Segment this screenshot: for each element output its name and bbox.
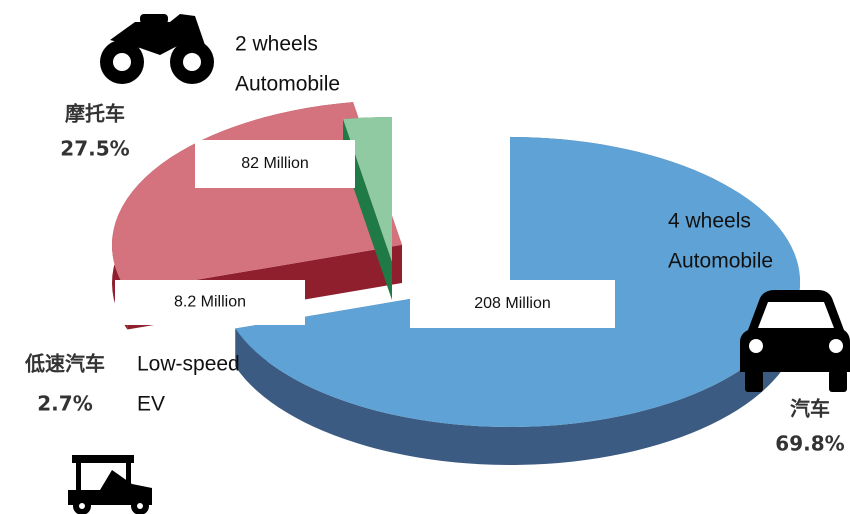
labels: 汽车 69.8% 4 wheels Automobile 208 Million 摩托车 2… xyxy=(24,33,845,456)
count-box xyxy=(410,280,615,328)
slice-side xyxy=(343,119,392,300)
category-label: 摩托车 xyxy=(65,102,125,126)
count-label: 8.2 Million xyxy=(174,294,246,311)
car-icon xyxy=(740,290,850,392)
cart-icon xyxy=(68,455,152,514)
percent-label: 27.5% xyxy=(60,137,129,161)
category-label: 汽车 xyxy=(790,397,830,421)
description: Automobile xyxy=(668,250,773,273)
motorcycle-icon xyxy=(100,14,214,84)
slice xyxy=(343,117,392,262)
description: 2 wheels xyxy=(235,33,318,56)
count-label: 208 Million xyxy=(474,295,550,312)
count-label: 82 Million xyxy=(241,155,309,172)
percent-label: 69.8% xyxy=(775,432,844,456)
count-box xyxy=(195,140,355,188)
count-box xyxy=(115,280,305,325)
description: 4 wheels xyxy=(668,210,751,233)
description: EV xyxy=(137,393,165,416)
category-label: 低速汽车 xyxy=(24,352,105,376)
percent-label: 2.7% xyxy=(37,392,92,416)
description: Low-speed xyxy=(137,353,240,376)
description: Automobile xyxy=(235,73,340,96)
